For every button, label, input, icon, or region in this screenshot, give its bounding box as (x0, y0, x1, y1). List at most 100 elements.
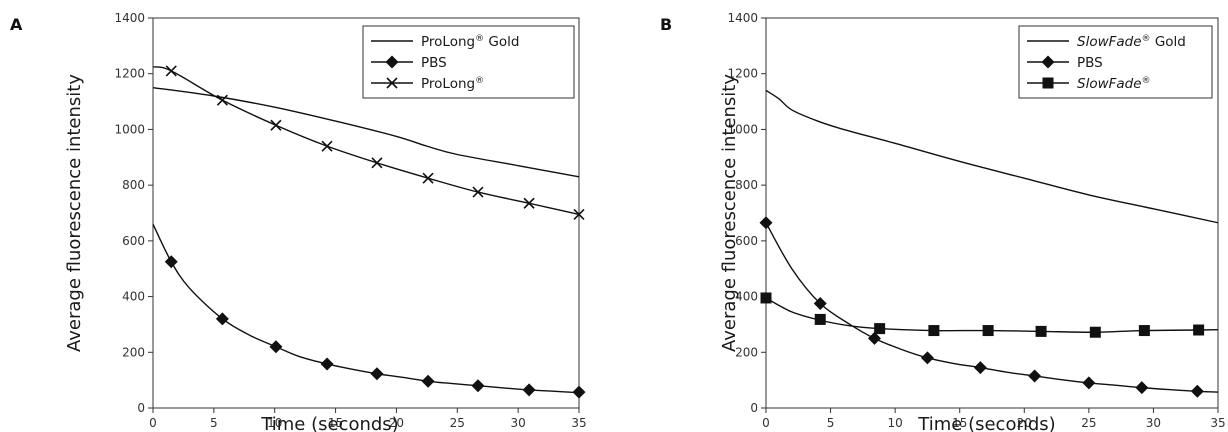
legend-swatch-marker (1041, 55, 1055, 69)
data-point-marker (165, 65, 177, 77)
legend-label-suffix: Gold (1151, 34, 1186, 50)
x-tick-label: 25 (450, 416, 465, 430)
data-point-marker (813, 297, 827, 311)
legend-label-registered-mark: ® (1142, 34, 1151, 44)
y-axis-title: Average fluorescence intensity (64, 74, 85, 352)
legend-item: PBS (1027, 55, 1103, 71)
y-tick-label: 1400 (727, 11, 758, 25)
y-tick-label: 800 (735, 178, 758, 192)
x-tick-label: 15 (328, 416, 343, 430)
data-point-marker (760, 292, 772, 304)
y-tick-label: 1400 (114, 11, 145, 25)
y-tick-label: 200 (122, 345, 145, 359)
data-point-marker (572, 385, 586, 399)
y-tick-label: 1000 (114, 122, 145, 136)
legend-item: ProLong® (371, 76, 484, 92)
legend-label: ProLong® (421, 76, 484, 92)
data-point-marker (164, 255, 178, 269)
x-tick-label: 0 (762, 416, 770, 430)
legend-label-main: ProLong (421, 34, 475, 50)
data-point-marker (1035, 325, 1047, 337)
x-tick-label: 15 (952, 416, 967, 430)
series-pbs-1 (759, 216, 1219, 398)
data-point-marker (814, 313, 826, 325)
y-tick-label: 1000 (727, 122, 758, 136)
x-tick-label: 10 (888, 416, 903, 430)
legend-item: PBS (371, 55, 447, 71)
data-point-marker (1028, 369, 1042, 383)
legend-label-main: ProLong (421, 76, 475, 92)
panel-b: B 0 200 400 600 800 1000 1200 1400 0 5 10 15 20 25 30 35… (660, 11, 1226, 432)
legend-swatch-marker (386, 77, 398, 89)
data-point-marker (269, 340, 283, 354)
data-point-marker (920, 351, 934, 365)
y-tick-label: 400 (735, 290, 758, 304)
data-point-marker (973, 361, 987, 375)
legend-item: ProLong® Gold (371, 34, 519, 50)
data-point-marker (759, 216, 773, 230)
data-point-marker (928, 325, 940, 337)
legend-label-main: SlowFade (1077, 76, 1142, 92)
x-tick-label: 20 (389, 416, 404, 430)
data-point-marker (472, 186, 484, 198)
data-point-marker (422, 172, 434, 184)
series-line (152, 86, 580, 178)
legend-label-suffix: Gold (484, 34, 519, 50)
plot-area-frame (765, 17, 1219, 409)
x-axis-title: Time (seconds) (917, 414, 1055, 432)
x-tick-label: 35 (571, 416, 586, 430)
data-point-marker (1082, 376, 1096, 390)
series-prolong-2 (152, 65, 585, 220)
legend-label: SlowFade® (1077, 76, 1151, 92)
y-tick-label: 200 (735, 345, 758, 359)
legend-swatch-marker (385, 55, 399, 69)
data-point-marker (371, 157, 383, 169)
x-axis-title: Time (seconds) (260, 414, 398, 432)
data-point-marker (270, 119, 282, 131)
data-point-marker (370, 367, 384, 381)
data-point-marker (421, 374, 435, 388)
series-prolong-0 (152, 86, 580, 178)
x-tick-label: 5 (210, 416, 218, 430)
legend-label-main: SlowFade (1077, 34, 1142, 50)
series-slowfade-2 (760, 292, 1219, 338)
data-point-marker (1138, 325, 1150, 337)
data-point-marker (867, 331, 881, 345)
legend-label: SlowFade® Gold (1077, 34, 1186, 50)
series-line (152, 223, 580, 394)
y-tick-label: 1200 (114, 67, 145, 81)
series-line (765, 222, 1219, 393)
legend-label-main: PBS (1077, 55, 1103, 71)
y-tick-label: 600 (122, 234, 145, 248)
y-tick-label: 800 (122, 178, 145, 192)
series-slowfade-0 (765, 89, 1219, 224)
data-point-marker (573, 208, 585, 220)
data-point-marker (1193, 324, 1205, 336)
y-tick-label: 400 (122, 290, 145, 304)
series-pbs-1 (152, 223, 586, 399)
y-axis-title: Average fluorescence intensity (719, 74, 740, 352)
legend-label: PBS (421, 55, 447, 71)
legend-label-registered-mark: ® (475, 34, 484, 44)
x-tick-label: 0 (149, 416, 157, 430)
data-point-marker (471, 379, 485, 393)
data-point-marker (1135, 381, 1149, 395)
series-line (765, 89, 1219, 224)
y-tick-label: 0 (137, 401, 145, 415)
x-tick-label: 30 (1146, 416, 1161, 430)
data-point-marker (215, 312, 229, 326)
legend-label-registered-mark: ® (1142, 76, 1151, 86)
legend-label: ProLong® Gold (421, 34, 519, 50)
panel-label: A (10, 15, 23, 34)
data-point-marker (874, 323, 886, 335)
y-tick-label: 1200 (727, 67, 758, 81)
panel-label: B (660, 15, 672, 34)
x-tick-label: 5 (827, 416, 835, 430)
data-point-marker (1190, 384, 1204, 398)
legend-item: SlowFade® Gold (1027, 34, 1186, 50)
data-point-marker (321, 140, 333, 152)
x-tick-label: 25 (1081, 416, 1096, 430)
